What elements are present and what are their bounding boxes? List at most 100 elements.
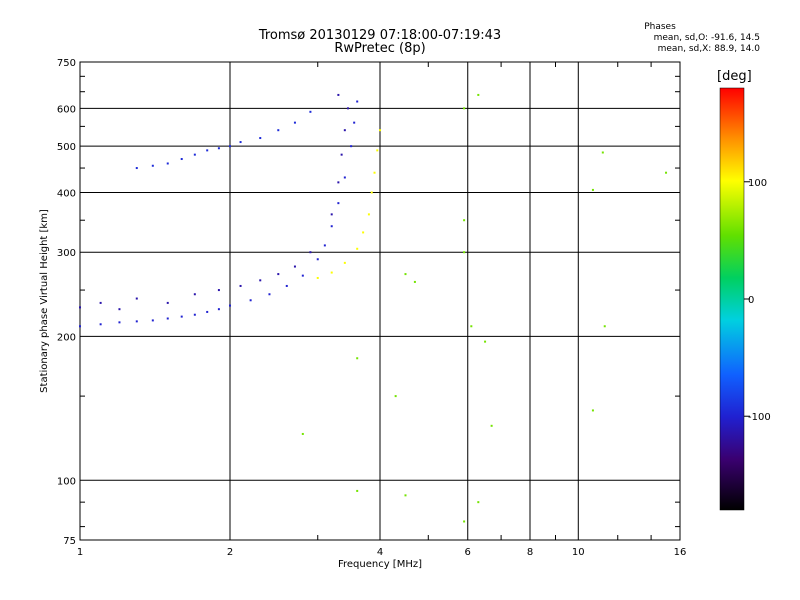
data-point — [309, 110, 312, 113]
data-point — [463, 520, 466, 523]
data-point — [477, 501, 480, 504]
data-point — [135, 297, 138, 300]
data-point — [166, 162, 169, 165]
data-point — [490, 424, 493, 427]
data-point — [362, 231, 365, 234]
y-tick-label: 100 — [57, 476, 76, 487]
data-point — [323, 244, 326, 247]
data-point — [379, 129, 381, 132]
data-point — [309, 251, 312, 254]
data-point — [166, 301, 169, 304]
data-point — [193, 293, 196, 296]
x-tick-label: 16 — [674, 547, 687, 558]
data-point — [277, 273, 280, 276]
data-point — [394, 395, 397, 398]
data-point — [350, 145, 353, 148]
data-point — [316, 276, 319, 279]
data-point — [463, 107, 466, 110]
data-point — [470, 325, 473, 328]
colorbar-tick-label: 0 — [748, 295, 754, 306]
data-point — [367, 213, 370, 216]
x-tick-label: 8 — [527, 547, 533, 558]
data-point — [293, 121, 296, 124]
data-point — [285, 284, 288, 287]
data-point — [301, 432, 304, 435]
data-point — [356, 100, 359, 103]
y-tick-label: 200 — [57, 332, 76, 343]
y-tick-label: 75 — [63, 536, 76, 547]
data-point — [463, 219, 466, 222]
x-tick-label: 1 — [77, 547, 83, 558]
y-tick-label: 300 — [57, 248, 76, 259]
data-point — [591, 409, 594, 412]
data-point — [603, 325, 606, 328]
data-point — [193, 153, 196, 156]
data-point — [330, 271, 333, 274]
colorbar-tick-label: 100 — [748, 178, 767, 189]
data-point — [337, 202, 340, 205]
data-point — [229, 304, 231, 307]
x-tick-label: 10 — [572, 547, 585, 558]
data-point — [293, 265, 296, 268]
y-tick-label: 400 — [57, 188, 76, 199]
y-tick-label: 500 — [57, 142, 76, 153]
data-point — [259, 137, 262, 140]
data-point — [79, 306, 81, 309]
data-point — [259, 279, 262, 282]
data-point — [135, 167, 138, 170]
colorbar-tick-label: -100 — [748, 412, 771, 423]
data-point — [665, 171, 668, 174]
data-point — [316, 258, 319, 261]
minor-ticks — [80, 62, 680, 540]
data-point — [79, 325, 81, 328]
data-point — [118, 321, 121, 324]
data-point — [370, 191, 373, 194]
data-point — [217, 308, 220, 311]
plot-title: Tromsø 20130129 07:18:00-07:19:43 — [258, 28, 502, 43]
phase-stats-header: Phases — [644, 22, 676, 32]
data-point — [373, 171, 376, 174]
data-point — [343, 129, 346, 132]
data-point — [463, 251, 466, 254]
data-point — [356, 357, 359, 360]
data-point — [217, 289, 220, 292]
x-tick-label: 4 — [377, 547, 383, 558]
data-point — [206, 310, 209, 313]
data-point — [343, 176, 346, 179]
colorbar — [719, 87, 745, 511]
data-point — [591, 188, 594, 191]
data-point — [180, 158, 183, 161]
data-point — [346, 107, 349, 110]
data-point — [330, 213, 333, 216]
phase-stats-o: mean, sd,O: -91.6, 14.5 — [653, 33, 760, 43]
data-point — [217, 147, 220, 150]
data-point — [268, 293, 271, 296]
data-point — [151, 319, 154, 322]
data-point — [180, 315, 183, 318]
data-point — [356, 489, 359, 492]
data-point — [404, 273, 407, 276]
data-point — [343, 261, 346, 264]
data-point — [601, 151, 604, 154]
data-point — [239, 284, 242, 287]
data-point — [249, 299, 252, 302]
data-point — [99, 323, 102, 326]
colorbar-ticks: 100 0 -100 — [744, 178, 771, 423]
data-point — [118, 308, 121, 311]
data-point — [376, 149, 379, 152]
data-point — [477, 93, 480, 96]
data-point — [206, 149, 209, 152]
x-tick-label: 6 — [465, 547, 471, 558]
data-point — [239, 141, 242, 144]
data-point — [277, 129, 280, 132]
phase-stats-x: mean, sd,X: 88.9, 14.0 — [657, 44, 760, 54]
data-points — [79, 93, 668, 523]
colorbar-unit-label: [deg] — [717, 69, 752, 84]
data-point — [301, 274, 304, 277]
data-point — [135, 320, 138, 323]
grid-lines — [80, 62, 680, 540]
data-point — [193, 313, 196, 316]
data-point — [166, 317, 169, 320]
y-axis-label: Stationary phase Virtual Height [km] — [39, 209, 50, 393]
